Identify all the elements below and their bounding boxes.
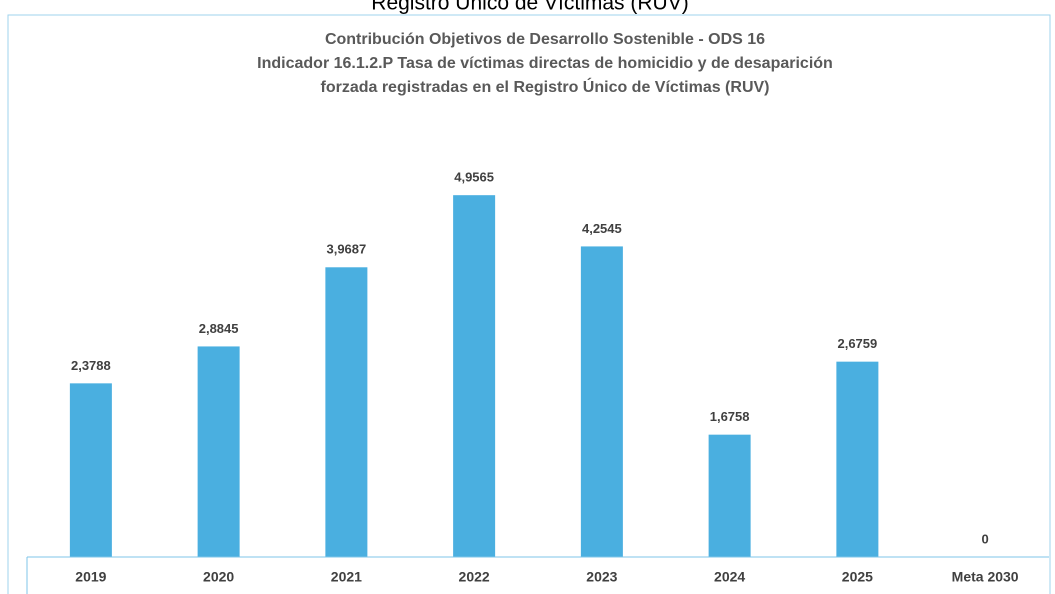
bar	[836, 361, 879, 557]
x-tick-label: 2024	[714, 569, 745, 585]
data-label: 2,6759	[837, 336, 877, 351]
bar	[197, 346, 240, 557]
data-label: 0	[982, 531, 989, 546]
x-tick-label: Meta 2030	[952, 569, 1019, 585]
bar	[325, 267, 368, 557]
bar	[69, 383, 112, 557]
bar	[453, 195, 496, 557]
data-label: 4,9565	[454, 170, 494, 185]
data-label: 1,6758	[710, 409, 750, 424]
header: Registro Único de Víctimas (RUV)	[371, 0, 688, 15]
bar	[708, 434, 751, 557]
x-tick-label: 2019	[75, 569, 106, 585]
data-label: 3,9687	[326, 242, 366, 257]
x-tick-label: 2021	[331, 569, 362, 585]
chart-title: Contribución Objetivos de Desarrollo Sos…	[325, 31, 765, 48]
data-label: 2,3788	[71, 358, 111, 373]
x-tick-label: 2023	[586, 569, 617, 585]
x-tick-label: 2025	[842, 569, 873, 585]
x-tick-label: 2020	[203, 569, 234, 585]
chart-title: Indicador 16.1.2.P Tasa de víctimas dire…	[257, 55, 833, 72]
x-tick-label: 2022	[459, 569, 490, 585]
chart-border	[7, 14, 1051, 594]
data-label: 2,8845	[199, 321, 239, 336]
data-label: 4,2545	[582, 221, 622, 236]
bar	[580, 246, 623, 557]
chart-title: forzada registradas en el Registro Único…	[320, 77, 769, 96]
